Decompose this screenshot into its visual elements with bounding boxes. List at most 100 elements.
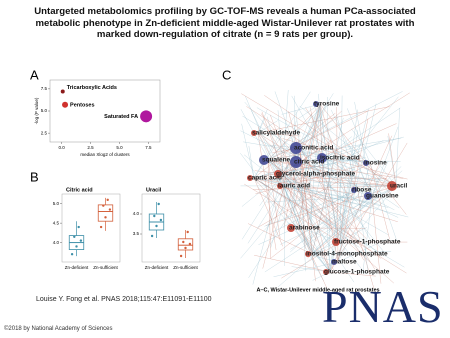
edge — [325, 157, 400, 209]
edge — [273, 261, 339, 277]
point — [188, 242, 192, 246]
edge — [318, 93, 331, 273]
edge — [292, 103, 321, 214]
edge — [267, 159, 329, 205]
y-axis-label: -log (P value) — [34, 97, 39, 124]
edge — [357, 189, 361, 208]
node-label: glucose-1-phosphate — [324, 269, 390, 276]
edge — [277, 185, 397, 288]
edge — [283, 185, 285, 267]
edge — [257, 108, 268, 134]
edge — [283, 185, 394, 284]
edge — [283, 178, 397, 187]
y-tick-label: 4.0 — [133, 211, 140, 216]
node — [331, 259, 337, 265]
edge — [369, 184, 373, 197]
node — [290, 156, 302, 168]
x-tick-label: Zn-deficient — [65, 265, 89, 270]
edge — [311, 166, 402, 255]
edge — [337, 239, 387, 263]
x-tick-label: Zn-deficient — [145, 265, 169, 270]
edge — [244, 183, 341, 243]
node — [387, 181, 397, 191]
edge — [251, 110, 283, 175]
node — [323, 269, 329, 275]
node — [287, 224, 295, 232]
network-caption: A–C, Wistar-Unilever middle-aged rat pro… — [256, 287, 379, 293]
edge — [248, 145, 255, 179]
edge — [253, 177, 407, 274]
panel-label: B — [30, 169, 39, 184]
edge — [329, 271, 376, 277]
edge — [281, 123, 397, 175]
edge — [339, 241, 366, 275]
point — [70, 253, 74, 256]
edge — [299, 147, 384, 252]
x-tick-label: 7.5 — [145, 145, 152, 150]
x-tick-label: 2.5 — [87, 145, 94, 150]
edge — [241, 93, 397, 187]
edge — [256, 107, 397, 187]
point — [179, 254, 183, 258]
edge — [247, 223, 313, 255]
point — [157, 202, 160, 206]
edge — [253, 177, 389, 208]
point — [155, 224, 158, 228]
y-tick-label: 3.5 — [133, 231, 140, 236]
edge — [339, 109, 358, 243]
point — [60, 89, 65, 94]
node-label: inosine — [364, 160, 387, 167]
point — [79, 239, 83, 242]
node-label: squalene — [262, 157, 291, 164]
edge — [311, 203, 368, 255]
edge — [395, 107, 400, 187]
point — [75, 245, 78, 248]
edge — [267, 110, 369, 161]
edge — [253, 177, 380, 205]
node — [277, 183, 283, 189]
edge — [294, 96, 399, 229]
y-tick-label: 2.5 — [41, 130, 48, 135]
edge — [297, 103, 321, 230]
point-label: Saturated FA — [104, 114, 138, 120]
edge — [264, 95, 397, 187]
edge — [310, 166, 313, 255]
edge — [267, 103, 323, 161]
edge — [329, 142, 408, 273]
edge — [255, 162, 371, 195]
point — [104, 216, 107, 219]
node-label: tyrosine — [314, 101, 340, 108]
node-label: glycerol-alpha-phosphate — [276, 171, 355, 178]
y-tick-label: 5.0 — [53, 201, 60, 206]
node — [363, 160, 369, 166]
point — [186, 230, 189, 234]
node-label: citric acid — [294, 159, 324, 166]
edge — [247, 161, 301, 244]
edge — [246, 106, 327, 159]
edge — [347, 108, 371, 164]
point — [62, 101, 69, 108]
edge — [369, 162, 390, 240]
edge — [325, 157, 372, 242]
edge — [325, 136, 352, 159]
node — [313, 101, 319, 107]
edge — [283, 185, 369, 207]
edge — [281, 241, 341, 279]
edge — [267, 159, 378, 253]
plot-title: Citric acid — [66, 187, 93, 193]
node-label: isocitric acid — [320, 155, 360, 162]
node — [251, 130, 257, 136]
edge — [299, 161, 346, 200]
point — [159, 218, 163, 222]
edge — [299, 92, 410, 163]
x-tick-label: Zn-sufficient — [173, 265, 198, 270]
edge — [299, 103, 321, 160]
node-label: capric acid — [248, 175, 282, 182]
edge — [257, 120, 278, 134]
edge — [270, 114, 331, 273]
edge — [295, 230, 331, 273]
logo: PNAS — [322, 281, 444, 332]
point — [184, 246, 187, 250]
edge — [257, 162, 371, 228]
node — [274, 170, 282, 178]
